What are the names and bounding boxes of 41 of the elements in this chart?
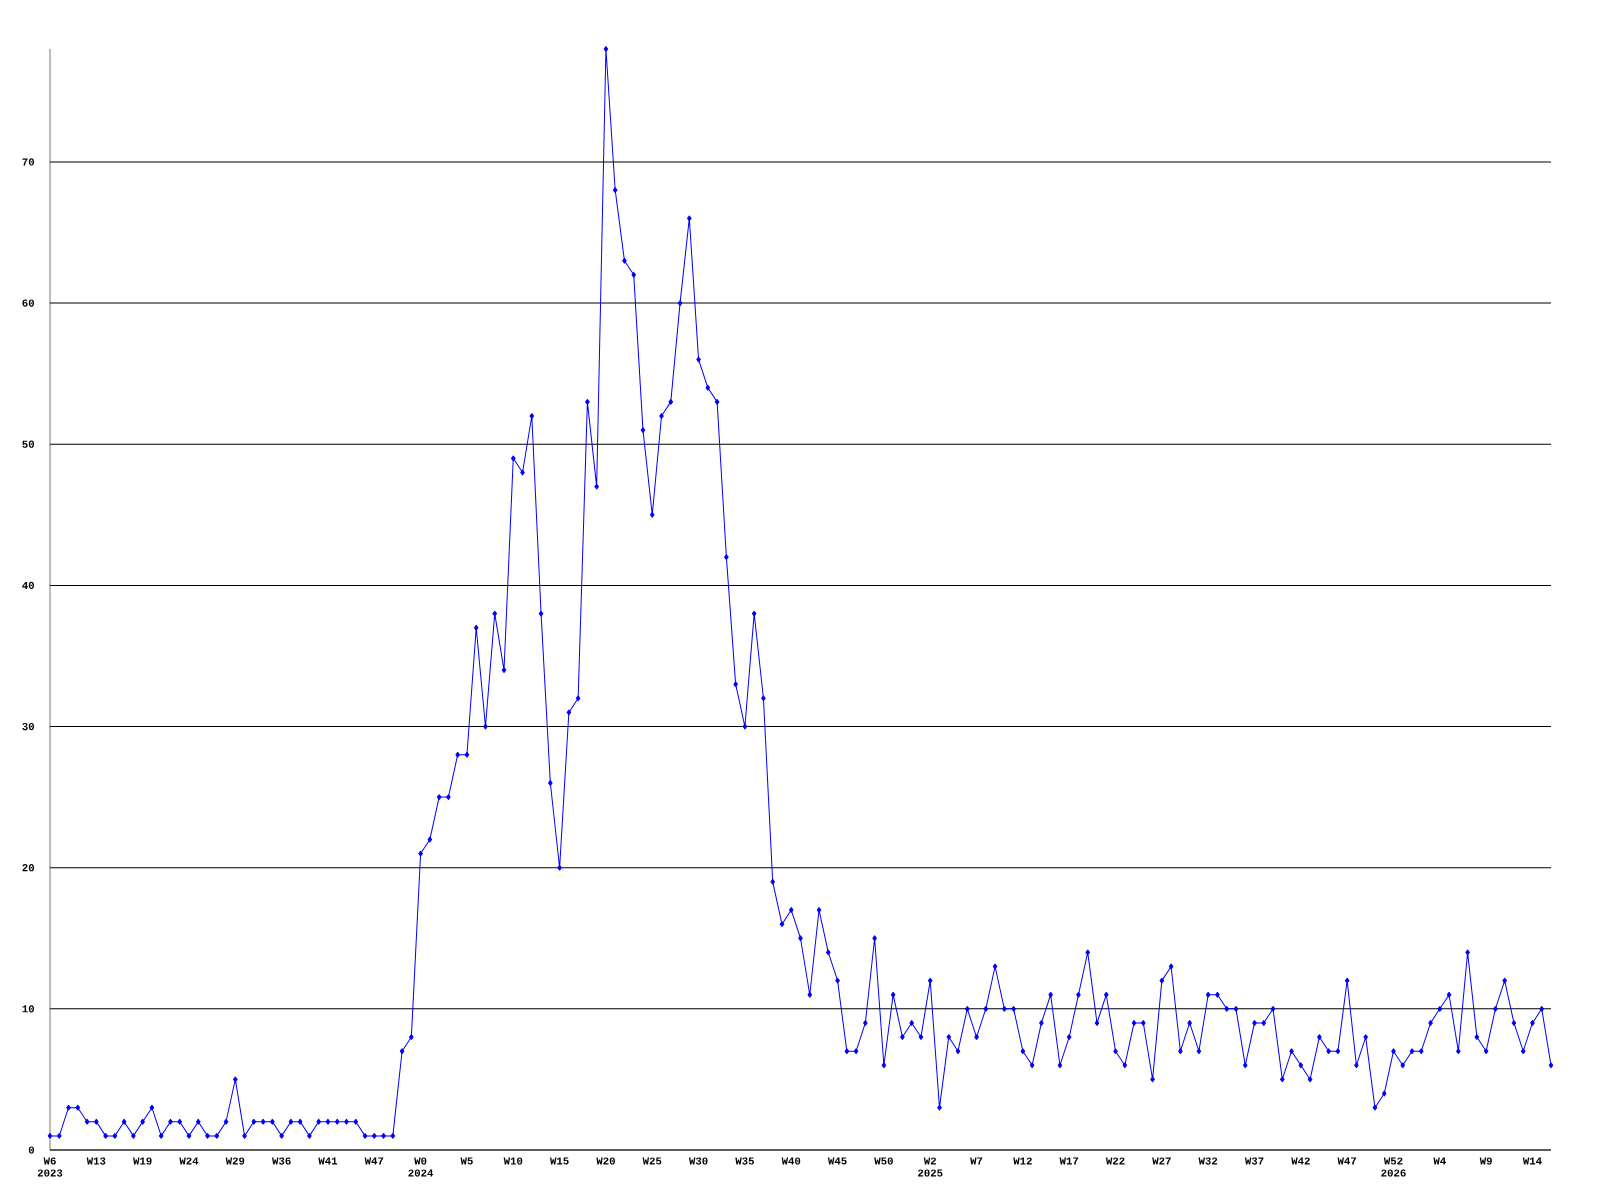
y-tick-label: 30 bbox=[22, 722, 35, 731]
x-tick-label: W47 bbox=[1337, 1157, 1357, 1165]
x-tick-label: W36 bbox=[272, 1157, 291, 1165]
x-tick-label: W27 bbox=[1152, 1157, 1171, 1165]
x-tick-label: W37 bbox=[1244, 1157, 1264, 1165]
x-tick-label: W9 bbox=[1479, 1157, 1492, 1165]
x-tick-label: W52 2026 bbox=[1381, 1157, 1406, 1177]
x-tick-label: W29 bbox=[225, 1157, 245, 1165]
x-tick-label: W10 bbox=[503, 1157, 523, 1165]
x-tick-label: W47 bbox=[364, 1157, 384, 1165]
y-tick-label: 40 bbox=[22, 581, 35, 590]
x-tick-label: W35 bbox=[735, 1157, 754, 1165]
y-tick-label: 50 bbox=[22, 440, 35, 448]
x-tick-label: W6 2023 bbox=[37, 1157, 63, 1177]
x-tick-label: W13 bbox=[86, 1157, 106, 1165]
x-tick-label: W0 2024 bbox=[408, 1157, 434, 1177]
x-tick-label: W25 bbox=[642, 1157, 662, 1165]
x-tick-label: W30 bbox=[688, 1157, 708, 1165]
x-tick-label: W5 bbox=[460, 1157, 473, 1165]
y-tick-label: 60 bbox=[22, 299, 35, 307]
x-tick-label: W12 bbox=[1013, 1157, 1032, 1165]
x-tick-label: W15 bbox=[550, 1157, 569, 1165]
y-tick-label: 20 bbox=[22, 864, 35, 872]
x-tick-label: W32 bbox=[1198, 1157, 1218, 1165]
x-tick-label: W22 bbox=[1105, 1157, 1125, 1165]
x-tick-label: W17 bbox=[1059, 1157, 1079, 1165]
x-tick-label: W50 bbox=[874, 1157, 893, 1165]
x-tick-label: W4 bbox=[1433, 1157, 1446, 1165]
x-tick-label: W45 bbox=[827, 1157, 847, 1165]
y-tick-label: 70 bbox=[22, 158, 35, 166]
x-tick-label: W24 bbox=[179, 1157, 199, 1165]
x-tick-label: W41 bbox=[318, 1157, 338, 1165]
x-tick-label: W42 bbox=[1291, 1157, 1310, 1165]
x-tick-label: W19 bbox=[133, 1157, 152, 1165]
x-tick-label: W14 bbox=[1522, 1157, 1542, 1165]
y-tick-label: 0 bbox=[28, 1146, 35, 1154]
x-tick-label: W7 bbox=[970, 1157, 983, 1165]
x-tick-label: W40 bbox=[781, 1157, 801, 1165]
x-tick-label: W2 2025 bbox=[918, 1157, 943, 1177]
x-tick-label: W20 bbox=[596, 1157, 615, 1165]
y-tick-label: 10 bbox=[22, 1005, 35, 1013]
